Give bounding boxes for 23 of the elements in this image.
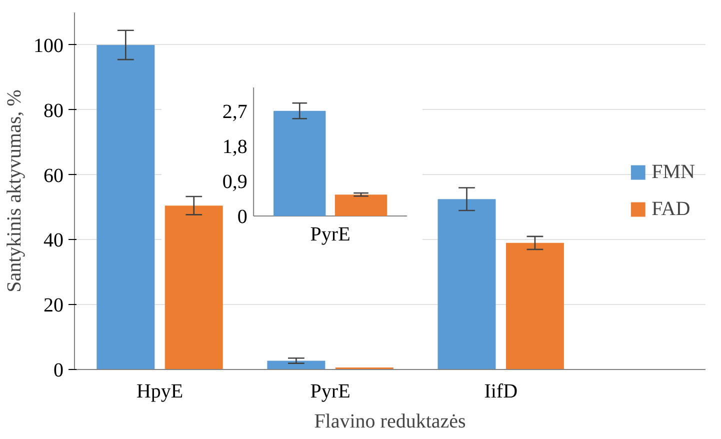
y-tick-label: 100 — [34, 34, 64, 57]
bar — [438, 199, 496, 370]
y-tick-label: 0 — [237, 206, 248, 228]
y-tick-label: 20 — [44, 294, 64, 317]
x-tick-label: IifD — [484, 380, 518, 402]
y-axis-title: Santykinis aktyvumas, % — [4, 90, 26, 292]
x-tick-label: PyrE — [310, 224, 350, 246]
bar — [506, 242, 564, 370]
legend-label: FMN — [652, 160, 695, 184]
bar — [267, 360, 326, 370]
y-tick-label: 60 — [44, 164, 64, 187]
y-tick-label: 1,8 — [222, 136, 248, 158]
bar — [164, 206, 223, 370]
y-tick-label: 0,9 — [222, 170, 248, 193]
y-tick-label: 40 — [44, 230, 64, 252]
legend-label: FAD — [652, 198, 690, 220]
y-tick-label: 0 — [54, 360, 64, 382]
x-tick-label: PyrE — [310, 380, 350, 402]
x-tick-label: HpyE — [136, 380, 184, 402]
bar — [96, 44, 155, 370]
y-tick-label: 80 — [44, 100, 64, 122]
x-axis-title: Flavino reduktazės — [314, 410, 466, 432]
y-tick-label: 2,7 — [222, 100, 248, 123]
